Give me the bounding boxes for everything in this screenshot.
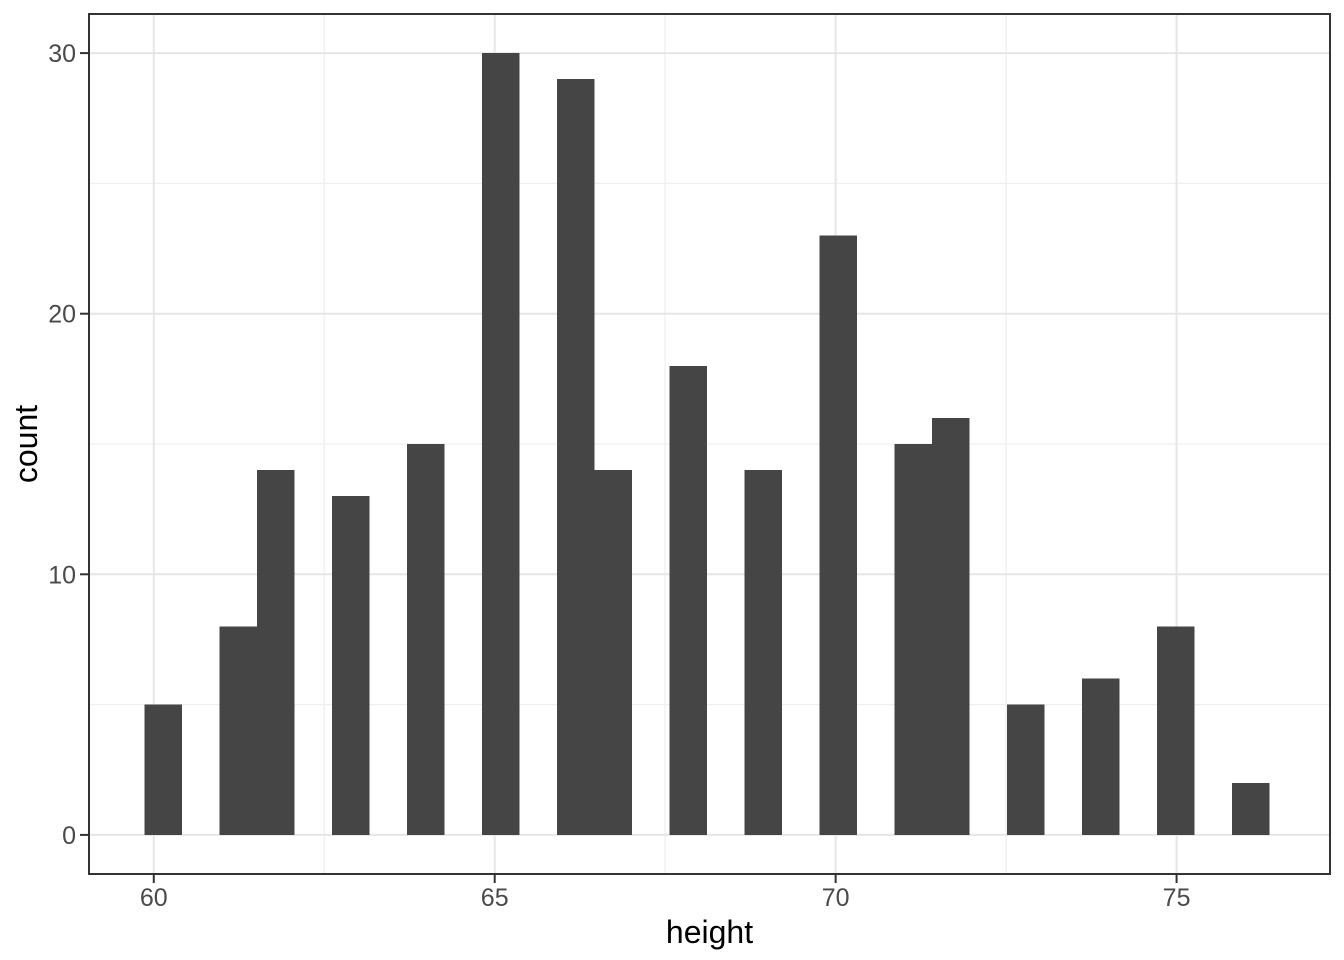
y-tick-label: 0 bbox=[62, 822, 76, 850]
histogram-bar bbox=[1232, 782, 1270, 835]
y-axis-title: count bbox=[8, 404, 44, 484]
histogram-bar bbox=[1082, 678, 1120, 835]
x-tick-label: 65 bbox=[481, 884, 509, 912]
histogram-bar bbox=[257, 470, 295, 835]
y-tick-label: 30 bbox=[48, 40, 76, 68]
histogram-bar bbox=[744, 470, 783, 835]
histogram-bar bbox=[557, 79, 595, 835]
histogram-bar bbox=[669, 365, 708, 835]
x-tick-label: 70 bbox=[822, 884, 850, 912]
histogram-bar bbox=[219, 626, 258, 835]
histogram-bar bbox=[819, 235, 858, 835]
x-tick-label: 60 bbox=[140, 884, 168, 912]
histogram-bar bbox=[932, 417, 970, 835]
histogram-bar bbox=[894, 444, 933, 835]
panel-border bbox=[88, 13, 1331, 875]
histogram-bar bbox=[407, 444, 445, 835]
histogram-bar bbox=[1007, 704, 1045, 835]
histogram-bar bbox=[594, 470, 633, 835]
histogram-bar bbox=[482, 53, 520, 835]
histogram-bar bbox=[1157, 626, 1195, 835]
histogram-bar bbox=[332, 496, 370, 835]
y-tick-label: 10 bbox=[48, 561, 76, 589]
histogram-bar bbox=[144, 704, 183, 835]
x-axis-title: height bbox=[665, 914, 754, 950]
x-tick-label: 75 bbox=[1163, 884, 1191, 912]
y-tick-label: 20 bbox=[48, 301, 76, 329]
